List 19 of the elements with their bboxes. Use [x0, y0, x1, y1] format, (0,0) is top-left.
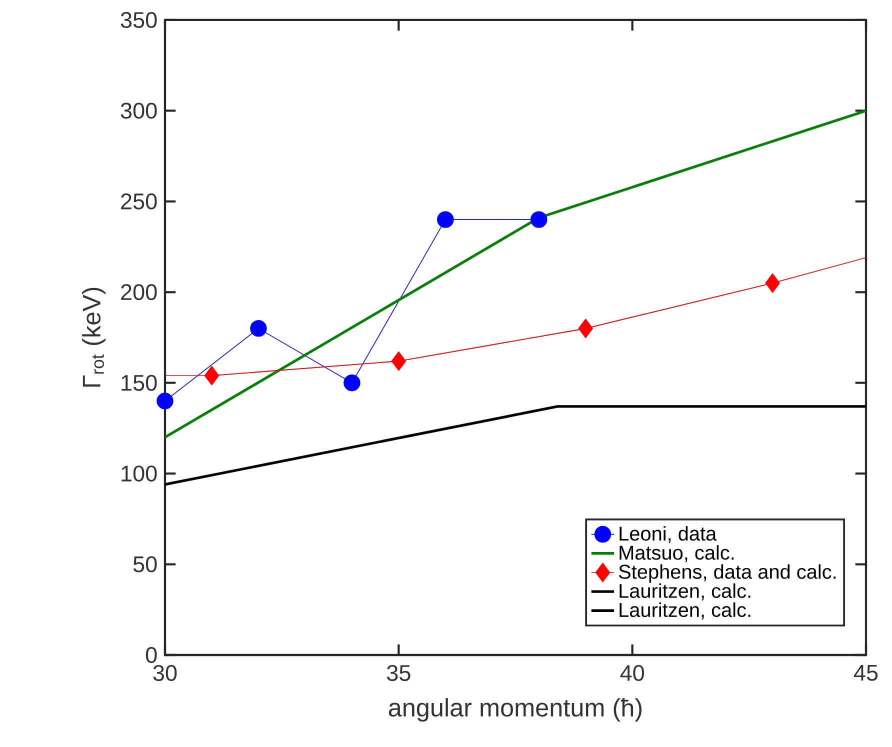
legend-label: Stephens, data and calc.	[618, 564, 836, 583]
y-tick-label: 0	[146, 647, 157, 663]
legend-label: Lauritzen, calc.	[620, 583, 750, 600]
x-tick-label: 45	[854, 665, 878, 681]
y-axis-title: Γ$_{rot}$ (keV)	[82, 288, 106, 387]
legend-label: Leoni, data	[620, 526, 717, 544]
y-tick-label: 350	[120, 12, 157, 28]
y-tick-label: 100	[122, 466, 157, 482]
x-axis-title: angular momentum (ħ)	[388, 698, 642, 722]
y-tick-label: 300	[120, 102, 157, 119]
y-tick-label: 150	[122, 374, 157, 391]
y-tick-label: 200	[121, 284, 157, 300]
legend-label: Lauritzen, calc.	[620, 602, 750, 620]
y-tick-label: 250	[121, 193, 157, 210]
x-tick-label: 35	[386, 665, 410, 682]
x-tick-label: 40	[620, 665, 644, 682]
x-tick-label: 30	[153, 665, 177, 682]
legend-label: Matsuo, calc.	[620, 545, 734, 562]
y-tick-label: 50	[133, 556, 157, 572]
